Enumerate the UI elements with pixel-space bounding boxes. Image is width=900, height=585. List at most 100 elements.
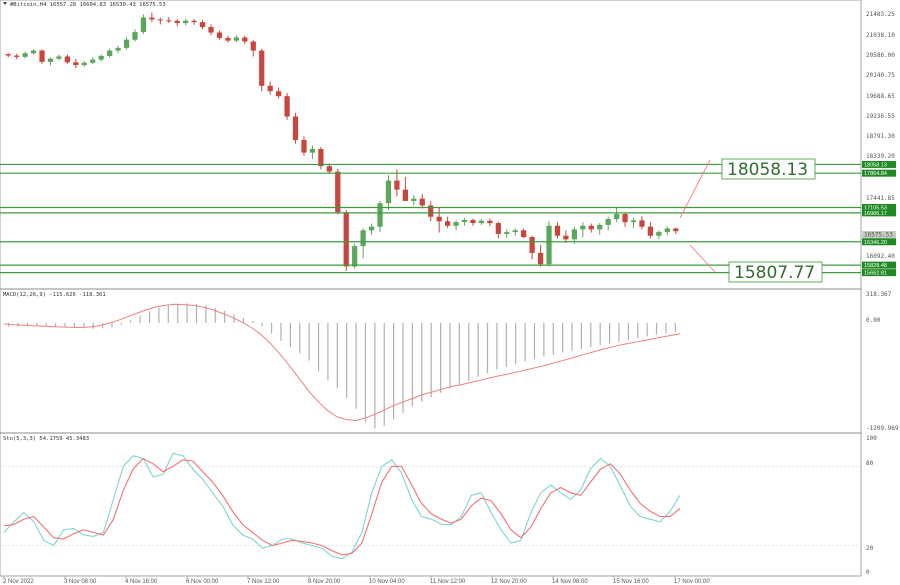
candle-body	[377, 203, 383, 227]
candle-body	[487, 220, 493, 224]
macd-tick: -1209.969	[866, 425, 899, 432]
chart-header: #Bitcoin,H4 16557.28 16604.83 16530.43 1…	[3, 2, 166, 8]
annotation-box-upper	[721, 158, 816, 180]
candle-body	[199, 22, 206, 28]
stoch-axis: 100 80 20 0	[866, 435, 877, 576]
level-label: 17105.53	[864, 205, 887, 211]
stoch-header: Sto(5,3,3) 54.1759 45.3483	[3, 436, 89, 442]
candle-body	[284, 96, 290, 117]
candle-body	[250, 41, 256, 51]
level-label-box	[862, 169, 896, 177]
stoch-tick: 0	[866, 569, 870, 576]
candle-body	[495, 223, 501, 234]
stoch-d-line	[3, 457, 681, 556]
x-tick-label: 10 Nov 04:00	[369, 579, 405, 585]
price-tick: 21038.10	[866, 32, 895, 39]
candle-body	[563, 235, 569, 240]
stoch-tick: 20	[866, 545, 874, 552]
level-label-box	[862, 203, 896, 211]
candle-body	[411, 198, 417, 201]
price-tick: 17441.85	[866, 195, 895, 202]
candle-body	[22, 53, 28, 57]
candle-body	[14, 55, 20, 57]
candle-body	[39, 50, 45, 62]
level-annotations: 18058.13 15807.77	[679, 158, 823, 283]
price-tick: 20140.75	[866, 72, 895, 79]
x-tick-label: 7 Nov 12:00	[247, 579, 280, 585]
candle-body	[216, 32, 223, 38]
candle-body	[115, 47, 121, 51]
candle-body	[292, 116, 299, 140]
symbol-info: #Bitcoin,H4 16557.28 16604.83 16530.43 1…	[10, 2, 166, 8]
x-tick-label: 8 Nov 20:00	[308, 579, 341, 585]
level-label-box	[862, 261, 896, 269]
candle-body	[630, 220, 637, 223]
price-tick: 19688.65	[866, 93, 895, 100]
candle-body	[537, 252, 544, 265]
price-tick: 19236.55	[866, 113, 895, 120]
level-label-box	[862, 238, 896, 246]
stoch-tick: 80	[866, 460, 874, 467]
candle-body	[614, 214, 620, 220]
level-label-box	[862, 209, 896, 217]
macd-axis: 318.367 0.00 -1209.969	[866, 291, 899, 432]
candle-body	[242, 37, 248, 42]
x-tick-label: 12 Nov 20:00	[491, 579, 527, 585]
candle-body	[259, 50, 265, 86]
candle-body	[571, 229, 577, 240]
candle-body	[123, 39, 130, 48]
candle-body	[360, 230, 366, 247]
candle-body	[166, 20, 172, 22]
price-tick: 21483.25	[866, 11, 895, 18]
candle-body	[622, 214, 628, 223]
macd-signal-line	[3, 303, 681, 422]
candle-body	[149, 17, 155, 20]
level-label: 17864.84	[864, 171, 887, 177]
candle-body	[521, 230, 527, 238]
candle-body	[309, 149, 316, 153]
x-tick-label: 17 Nov 00:00	[674, 579, 710, 585]
candle-body	[529, 237, 535, 253]
candle-body	[174, 20, 180, 24]
candle-body	[664, 228, 670, 233]
price-tick: 18339.20	[866, 153, 895, 160]
current-price-box	[862, 231, 896, 238]
candle-body	[352, 246, 358, 267]
level-label: 16986.17	[864, 211, 887, 217]
candle-body	[56, 56, 62, 59]
macd-tick: 318.367	[866, 291, 892, 298]
candle-body	[343, 212, 349, 267]
current-price-label: 16575.53	[864, 232, 893, 239]
annotation-pointer-upper	[679, 159, 711, 219]
macd-panel: MACD(12,26,9) -115.626 -118.361	[0, 288, 862, 434]
candle-body	[647, 226, 654, 236]
annotation-lower: 15807.77	[734, 263, 815, 283]
candle-body	[368, 226, 375, 231]
candle-body	[132, 32, 138, 40]
candle-body	[639, 220, 645, 227]
x-axis: 2 Nov 2022 3 Nov 08:00 4 Nov 16:00 6 Nov 00…	[3, 576, 710, 585]
candle-body	[673, 228, 679, 232]
x-tick-label: 14 Nov 08:00	[552, 579, 588, 585]
stoch-tick: 100	[866, 435, 877, 442]
annotation-upper: 18058.13	[727, 160, 808, 180]
stoch-panel: Sto(5,3,3) 54.1759 45.3483	[0, 432, 862, 577]
candle-body	[445, 221, 451, 226]
level-label: 18058.13	[864, 162, 887, 168]
candle-body	[605, 219, 611, 225]
annotation-box-lower	[728, 261, 823, 283]
candle-body	[580, 225, 586, 230]
x-tick-label: 15 Nov 16:00	[613, 579, 649, 585]
candle-body	[267, 85, 273, 92]
price-tick: 20586.00	[866, 52, 895, 59]
candle-body	[428, 205, 434, 217]
x-tick-label: 11 Nov 12:00	[430, 579, 466, 585]
price-axis: 21483.25 21038.10 20586.00 20140.75 1968…	[866, 11, 895, 260]
candle-body	[47, 58, 54, 62]
candle-body	[504, 232, 510, 234]
candle-body	[656, 232, 662, 236]
candle-body	[394, 180, 400, 190]
triangle-down-icon[interactable]	[3, 2, 7, 5]
candle-body	[470, 219, 476, 224]
